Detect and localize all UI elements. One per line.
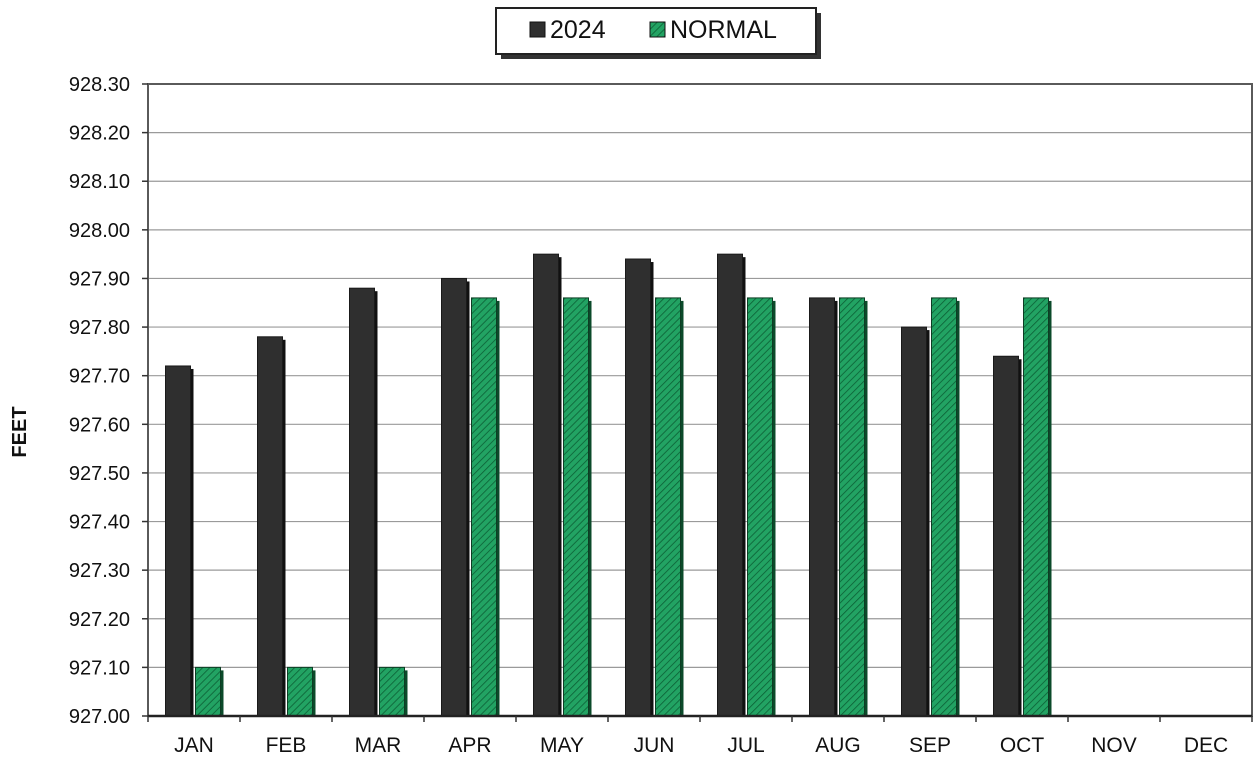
bar-shadow xyxy=(373,291,378,716)
y-tick-label: 928.30 xyxy=(69,74,130,96)
x-tick-label: APR xyxy=(448,734,491,757)
bar-shadow xyxy=(557,257,562,716)
bars xyxy=(165,253,1052,717)
bar-2024-may xyxy=(533,253,559,717)
bar-shadow xyxy=(679,300,684,716)
bar-2024-jan xyxy=(165,365,191,717)
gridlines xyxy=(148,132,1252,668)
bar-shadow xyxy=(1017,359,1022,716)
bar-shadow xyxy=(311,670,316,716)
plot-frame xyxy=(147,83,1253,718)
bar-normal-sep xyxy=(931,297,957,717)
y-tick-label: 927.70 xyxy=(69,366,130,388)
bar-shadow xyxy=(1047,300,1052,716)
x-tick-label: SEP xyxy=(909,734,951,757)
bar-shadow xyxy=(649,262,654,716)
legend-label-normal: NORMAL xyxy=(670,16,777,44)
bar-2024-oct xyxy=(993,355,1019,717)
bar-normal-apr xyxy=(471,297,497,717)
bar-2024-jul xyxy=(717,253,743,717)
bar-normal-jun xyxy=(655,297,681,717)
x-tick-label: MAR xyxy=(355,734,402,757)
bar-shadow xyxy=(833,300,838,716)
bar-shadow xyxy=(281,339,286,716)
bar-shadow xyxy=(863,300,868,716)
bar-2024-apr xyxy=(441,277,467,717)
legend-swatch-normal xyxy=(649,21,666,38)
y-axis-label: FEET xyxy=(9,406,31,457)
bar-shadow xyxy=(219,670,224,716)
y-tick-label: 927.10 xyxy=(69,657,130,679)
y-tick-label: 927.30 xyxy=(69,560,130,582)
bar-normal-feb xyxy=(287,666,313,717)
y-tick-label: 928.00 xyxy=(69,220,130,242)
y-tick-label: 927.90 xyxy=(69,268,130,290)
y-tick-label: 927.80 xyxy=(69,317,130,339)
y-tick-label: 927.60 xyxy=(69,414,130,436)
bar-shadow xyxy=(495,300,500,716)
x-tick-label: OCT xyxy=(1000,734,1045,757)
bar-shadow xyxy=(403,670,408,716)
x-tick-label: JAN xyxy=(174,734,214,757)
bar-normal-mar xyxy=(379,666,405,717)
bar-normal-oct xyxy=(1023,297,1049,717)
x-tick-label: DEC xyxy=(1184,734,1228,757)
x-tick-label: JUN xyxy=(634,734,675,757)
y-tick-label: 927.00 xyxy=(69,706,130,728)
x-tick-label: AUG xyxy=(815,734,861,757)
bar-shadow xyxy=(955,300,960,716)
legend-label-2024: 2024 xyxy=(550,16,606,44)
x-tick-label: FEB xyxy=(266,734,307,757)
y-axis-ticks: 927.00 927.10 927.20 927.30 927.40 927.50 927.… xyxy=(69,74,148,728)
bar-2024-aug xyxy=(809,297,835,717)
y-tick-label: 927.20 xyxy=(69,609,130,631)
bar-shadow xyxy=(925,330,930,716)
x-axis-ticks: JAN FEB MAR APR MAY JUN JUL AUG SEP OCT NOV DEC xyxy=(147,716,1253,757)
y-tick-label: 927.40 xyxy=(69,512,130,534)
bar-shadow xyxy=(465,281,470,716)
bar-2024-feb xyxy=(257,336,283,717)
plot-border xyxy=(147,83,1253,717)
x-tick-label: JUL xyxy=(727,734,764,757)
bar-normal-aug xyxy=(839,297,865,717)
bar-normal-jul xyxy=(747,297,773,717)
bar-shadow xyxy=(741,257,746,716)
bar-normal-jan xyxy=(195,666,221,717)
x-tick-label: MAY xyxy=(540,734,584,757)
legend-swatch-2024 xyxy=(529,21,546,38)
bar-2024-sep xyxy=(901,326,927,717)
bar-shadow xyxy=(771,300,776,716)
bar-2024-jun xyxy=(625,258,651,717)
bar-normal-may xyxy=(563,297,589,717)
y-tick-label: 928.10 xyxy=(69,171,130,193)
y-tick-label: 928.20 xyxy=(69,123,130,145)
y-tick-label: 927.50 xyxy=(69,463,130,485)
x-tick-label: NOV xyxy=(1091,734,1137,757)
legend: 2024 NORMAL xyxy=(495,7,821,59)
bar-2024-mar xyxy=(349,287,375,717)
bar-shadow xyxy=(189,368,194,716)
bar-shadow xyxy=(587,300,592,716)
